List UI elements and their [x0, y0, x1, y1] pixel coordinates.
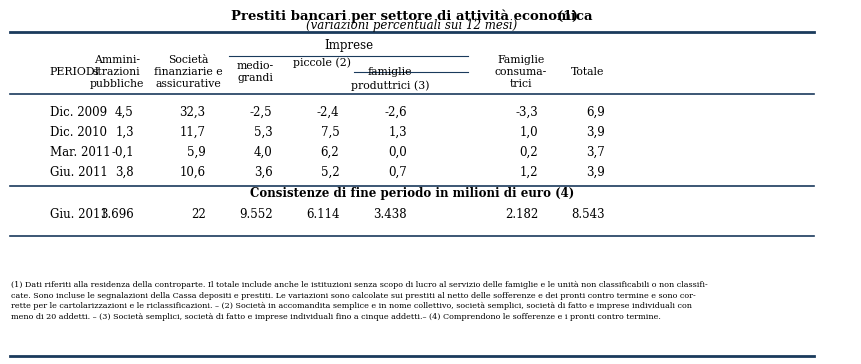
Text: Società
finanziarie e
assicurative: Società finanziarie e assicurative	[154, 55, 222, 90]
Text: 5,3: 5,3	[253, 126, 272, 138]
Text: PERIODI: PERIODI	[50, 67, 100, 77]
Text: 9.552: 9.552	[238, 207, 272, 221]
Text: 6,2: 6,2	[320, 146, 339, 158]
Text: 32,3: 32,3	[179, 106, 205, 119]
Text: 7,5: 7,5	[320, 126, 339, 138]
Text: 3,6: 3,6	[253, 166, 272, 178]
Text: 1,0: 1,0	[519, 126, 537, 138]
Text: Giu. 2011: Giu. 2011	[50, 207, 108, 221]
Text: 8.543: 8.543	[571, 207, 604, 221]
Text: Consistenze di fine periodo in milioni di euro (4): Consistenze di fine periodo in milioni d…	[250, 187, 573, 201]
Text: 5,9: 5,9	[187, 146, 205, 158]
Text: 3,9: 3,9	[585, 126, 604, 138]
Text: 6,9: 6,9	[585, 106, 604, 119]
Text: -2,6: -2,6	[384, 106, 406, 119]
Text: -0,1: -0,1	[111, 146, 133, 158]
Text: piccole (2): piccole (2)	[293, 58, 350, 68]
Text: 3,7: 3,7	[585, 146, 604, 158]
Text: 10,6: 10,6	[179, 166, 205, 178]
Text: Imprese: Imprese	[324, 40, 373, 52]
Text: 22: 22	[190, 207, 205, 221]
Text: (variazioni percentuali sui 12 mesi): (variazioni percentuali sui 12 mesi)	[306, 20, 517, 32]
Text: -2,4: -2,4	[316, 106, 339, 119]
Text: 11,7: 11,7	[179, 126, 205, 138]
Text: (1): (1)	[553, 9, 578, 23]
Text: 4,0: 4,0	[253, 146, 272, 158]
Text: 1,2: 1,2	[519, 166, 537, 178]
Text: 3,8: 3,8	[115, 166, 133, 178]
Text: famiglie
produttrici (3): famiglie produttrici (3)	[350, 67, 429, 91]
Text: 4,5: 4,5	[115, 106, 133, 119]
Text: Dic. 2010: Dic. 2010	[50, 126, 107, 138]
Text: 1,3: 1,3	[115, 126, 133, 138]
Text: 2.182: 2.182	[505, 207, 537, 221]
Text: -2,5: -2,5	[250, 106, 272, 119]
Text: medio-
grandi: medio- grandi	[237, 61, 274, 83]
Text: Famiglie
consuma-
trici: Famiglie consuma- trici	[494, 55, 547, 90]
Text: Mar. 2011: Mar. 2011	[50, 146, 110, 158]
Text: 0,7: 0,7	[388, 166, 406, 178]
Text: 0,2: 0,2	[519, 146, 537, 158]
Text: 6.114: 6.114	[306, 207, 339, 221]
Text: 3.696: 3.696	[100, 207, 133, 221]
Text: Totale: Totale	[571, 67, 604, 77]
Text: Prestiti bancari per settore di attività economica: Prestiti bancari per settore di attività…	[231, 9, 592, 23]
Text: 1,3: 1,3	[388, 126, 406, 138]
Text: (1) Dati riferiti alla residenza della controparte. Il totale include anche le i: (1) Dati riferiti alla residenza della c…	[11, 281, 708, 321]
Text: Giu. 2011: Giu. 2011	[50, 166, 108, 178]
Text: -3,3: -3,3	[515, 106, 537, 119]
Text: 0,0: 0,0	[388, 146, 406, 158]
Text: 5,2: 5,2	[320, 166, 339, 178]
Text: 3.438: 3.438	[373, 207, 406, 221]
Text: 3,9: 3,9	[585, 166, 604, 178]
Text: Dic. 2009: Dic. 2009	[50, 106, 107, 119]
Text: Ammini-
strazioni
pubbliche: Ammini- strazioni pubbliche	[90, 55, 144, 90]
